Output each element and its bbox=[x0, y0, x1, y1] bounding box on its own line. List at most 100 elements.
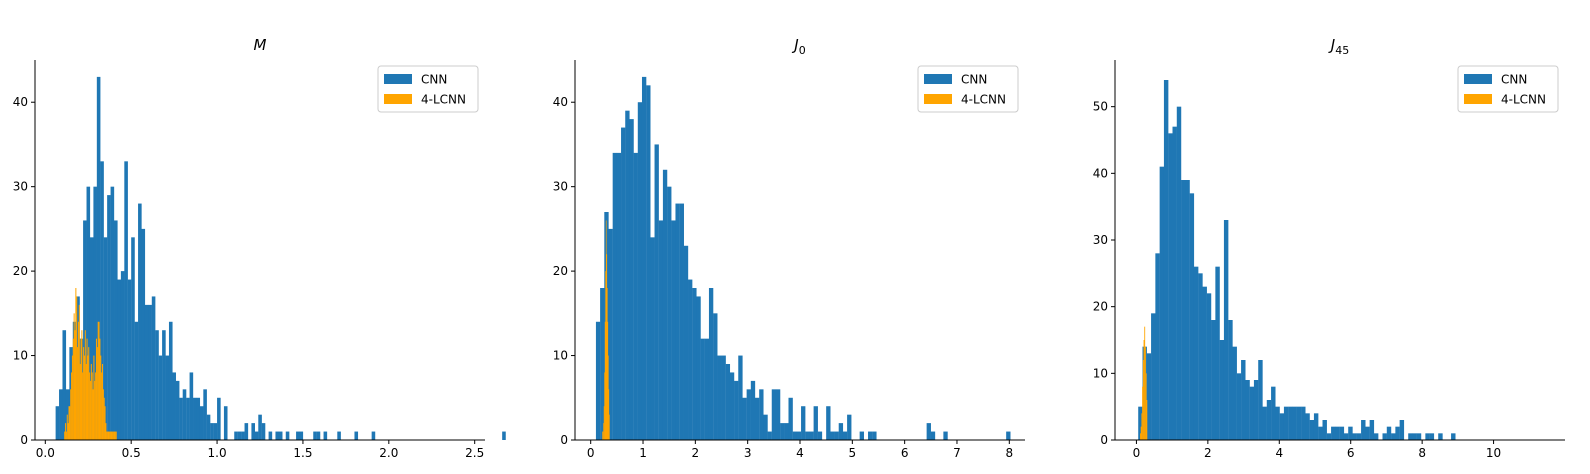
bar bbox=[1206, 293, 1212, 440]
bar bbox=[99, 338, 101, 440]
bar bbox=[1283, 406, 1289, 440]
bar bbox=[595, 321, 601, 440]
bar bbox=[86, 338, 88, 440]
bar bbox=[1223, 220, 1229, 440]
bar bbox=[1365, 426, 1370, 440]
bar bbox=[603, 423, 604, 440]
bar bbox=[1331, 426, 1336, 440]
bar bbox=[223, 406, 228, 440]
bar bbox=[755, 397, 760, 440]
bar bbox=[717, 355, 722, 440]
legend-label: CNN bbox=[961, 73, 987, 87]
bar bbox=[1262, 406, 1267, 440]
bar bbox=[604, 321, 606, 440]
bar bbox=[654, 144, 659, 440]
series-lcnn bbox=[602, 220, 610, 440]
legend: CNN 4-LCNN bbox=[917, 65, 1019, 113]
x-tick-label: 6 bbox=[901, 446, 909, 460]
bar bbox=[66, 414, 68, 440]
bar bbox=[1253, 380, 1259, 440]
y-tick-label: 0 bbox=[1100, 433, 1108, 447]
bar bbox=[158, 355, 163, 440]
bar bbox=[1288, 406, 1293, 440]
bar bbox=[124, 161, 128, 441]
bar bbox=[114, 220, 118, 440]
bar bbox=[729, 372, 735, 440]
bar bbox=[93, 355, 95, 440]
bar bbox=[199, 406, 204, 440]
legend-swatch bbox=[1464, 94, 1492, 104]
bar bbox=[1271, 386, 1276, 440]
bar bbox=[1408, 433, 1413, 440]
bar bbox=[64, 431, 66, 440]
bar bbox=[103, 237, 108, 440]
bar bbox=[268, 431, 273, 440]
bar bbox=[107, 431, 109, 440]
bar bbox=[1292, 406, 1297, 440]
bar bbox=[809, 431, 814, 440]
bar bbox=[637, 102, 643, 440]
bar bbox=[605, 220, 607, 440]
bar bbox=[1142, 360, 1144, 440]
bar bbox=[1258, 360, 1263, 440]
bar bbox=[830, 431, 835, 440]
bar bbox=[65, 431, 67, 440]
chart-title: J45 bbox=[1328, 36, 1349, 57]
bar bbox=[607, 321, 609, 440]
bar bbox=[1146, 353, 1152, 440]
bar bbox=[1429, 433, 1435, 440]
bar bbox=[1146, 400, 1148, 440]
bar bbox=[105, 423, 107, 440]
bar bbox=[1193, 266, 1199, 440]
y-tick-label: 30 bbox=[13, 180, 28, 194]
bar bbox=[1006, 431, 1011, 440]
bar bbox=[1144, 326, 1146, 440]
bar bbox=[700, 338, 705, 440]
bar bbox=[602, 431, 604, 440]
bar bbox=[108, 431, 110, 440]
bar bbox=[1399, 420, 1405, 440]
bar bbox=[323, 431, 328, 440]
bar bbox=[1176, 106, 1182, 441]
bar bbox=[943, 431, 948, 440]
bar bbox=[110, 431, 112, 440]
y-tick-label: 0 bbox=[560, 433, 568, 447]
bar bbox=[77, 347, 79, 440]
series-lcnn bbox=[1140, 326, 1148, 440]
bar bbox=[71, 355, 73, 440]
bar bbox=[83, 355, 85, 440]
bar bbox=[696, 296, 701, 440]
bar bbox=[67, 423, 69, 440]
bar bbox=[1296, 406, 1302, 440]
bar bbox=[91, 372, 93, 440]
bar bbox=[79, 364, 81, 440]
bar bbox=[767, 431, 772, 440]
bar bbox=[114, 431, 116, 440]
bar bbox=[109, 431, 111, 440]
bar bbox=[77, 321, 79, 440]
y-tick-label: 40 bbox=[13, 95, 28, 109]
x-tick-label: 1 bbox=[639, 446, 647, 460]
bar bbox=[89, 372, 91, 440]
bar bbox=[606, 254, 608, 440]
bar bbox=[141, 228, 146, 440]
bar bbox=[94, 380, 96, 440]
bar bbox=[89, 380, 91, 440]
bar bbox=[1326, 433, 1332, 440]
bar bbox=[784, 423, 789, 440]
bar bbox=[1198, 273, 1203, 440]
bar bbox=[258, 414, 262, 440]
bar bbox=[1168, 133, 1173, 441]
bar bbox=[101, 372, 103, 440]
bar bbox=[683, 245, 689, 440]
bar bbox=[100, 355, 102, 440]
legend-label: 4-LCNN bbox=[1501, 93, 1546, 107]
bar bbox=[604, 372, 605, 440]
bar bbox=[872, 431, 877, 440]
bar bbox=[1339, 426, 1345, 440]
x-tick-label: 2.5 bbox=[465, 446, 484, 460]
bar bbox=[155, 330, 159, 440]
bar bbox=[1185, 180, 1190, 440]
series-lcnn bbox=[64, 288, 117, 440]
